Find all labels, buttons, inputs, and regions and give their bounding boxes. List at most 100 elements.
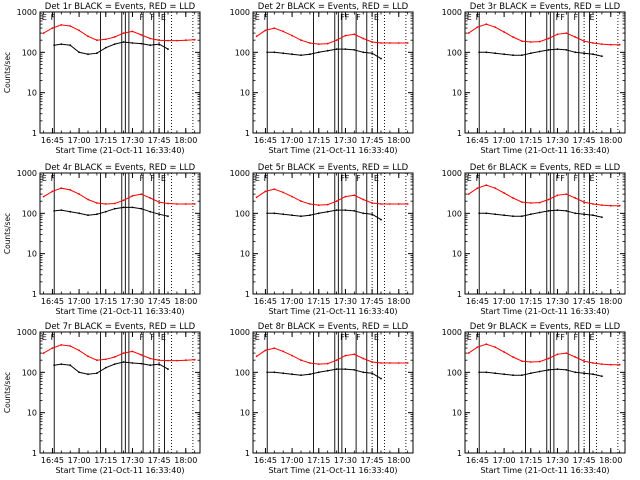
data-point-lld <box>122 32 125 34</box>
chart-panel-2: Det 2r BLACK = Events, RED = LLD 1 10 100 10… <box>230 2 414 155</box>
data-point-lld <box>131 30 134 33</box>
data-point-lld <box>104 358 107 361</box>
data-point-lld <box>389 42 391 44</box>
data-point-events <box>478 212 481 215</box>
x-tick-label: 18:00 <box>174 136 197 145</box>
data-point-events <box>353 210 356 212</box>
data-point-lld <box>476 346 479 349</box>
data-point-lld <box>149 357 152 360</box>
data-point-lld <box>167 39 169 42</box>
data-point-lld <box>583 40 585 42</box>
x-tick-label: 18:00 <box>387 136 410 145</box>
data-point-lld <box>96 39 98 42</box>
series-line-lld <box>468 23 620 46</box>
flag-letter: F <box>264 13 269 22</box>
data-point-events <box>529 372 532 375</box>
plot-frame <box>464 11 626 134</box>
data-point-lld <box>193 203 196 205</box>
data-point-events <box>167 215 169 218</box>
data-point-events <box>273 371 276 374</box>
data-point-events <box>167 48 169 50</box>
flag-letter: F <box>51 174 56 183</box>
chart-title: Det 5r BLACK = Events, RED = LLD <box>258 163 409 173</box>
y-tick-label: 100 <box>235 368 250 377</box>
data-point-events <box>291 53 293 56</box>
data-point-events <box>556 209 559 212</box>
data-point-events <box>601 55 603 58</box>
data-point-lld <box>362 198 365 201</box>
data-point-lld <box>122 352 125 354</box>
x-tick-label: 17:45 <box>573 297 596 306</box>
x-tick-label: 17:45 <box>148 297 171 306</box>
data-point-lld <box>592 42 594 44</box>
data-point-lld <box>371 41 373 43</box>
data-point-lld <box>592 362 594 364</box>
data-point-lld <box>158 39 161 42</box>
chart-title: Det 9r BLACK = Events, RED = LLD <box>470 322 621 332</box>
data-point-lld <box>309 203 311 205</box>
x-tick-label: 17:00 <box>281 136 304 145</box>
x-tick-label: 17:00 <box>281 456 304 465</box>
data-point-events <box>592 373 594 376</box>
data-point-lld <box>264 29 267 32</box>
data-point-lld <box>503 192 505 194</box>
flag-letter: E <box>42 13 47 22</box>
data-point-events <box>131 42 134 44</box>
data-point-lld <box>69 189 72 191</box>
series-line-lld <box>43 24 195 42</box>
data-point-lld <box>193 38 196 41</box>
chart-panel-1: Det 1r BLACK = Events, RED = LLD 1 10 100 10… <box>3 2 201 155</box>
x-tick-label: 17:30 <box>334 136 357 145</box>
data-point-events <box>592 53 594 56</box>
x-axis-label: Start Time (21-Oct-11 16:33:40) <box>268 146 397 155</box>
data-point-events <box>167 368 169 370</box>
y-tick-label: 100 <box>22 48 37 57</box>
series-line-lld <box>468 184 620 207</box>
data-point-lld <box>485 23 488 25</box>
data-point-lld <box>512 197 514 199</box>
data-point-lld <box>344 195 347 198</box>
data-point-lld <box>78 29 80 32</box>
y-tick-label: 1 <box>457 129 462 138</box>
data-point-lld <box>583 360 585 362</box>
data-point-events <box>78 371 80 374</box>
data-point-events <box>131 362 134 364</box>
series-line-lld <box>256 347 408 365</box>
data-point-lld <box>592 203 594 205</box>
data-point-events <box>326 210 329 213</box>
series-line-events <box>267 368 382 380</box>
data-point-events <box>574 212 577 215</box>
data-point-events <box>380 57 382 60</box>
flag-letter: F <box>51 333 56 342</box>
data-point-lld <box>317 204 320 207</box>
data-point-lld <box>362 357 365 360</box>
data-point-lld <box>104 38 107 41</box>
x-axis-label: Start Time (21-Oct-11 16:33:40) <box>55 466 184 475</box>
plot-frame <box>464 331 626 454</box>
data-point-lld <box>476 26 479 29</box>
y-tick-label: 100 <box>235 48 250 57</box>
data-point-events <box>547 210 550 212</box>
x-tick-label: 17:15 <box>94 456 117 465</box>
y-tick-label: 1000 <box>17 328 37 337</box>
data-point-lld <box>300 359 302 362</box>
data-point-events <box>140 42 143 45</box>
data-point-events <box>131 206 134 209</box>
x-axis-label: Start Time (21-Oct-11 16:33:40) <box>480 307 609 316</box>
data-point-events <box>344 209 347 212</box>
data-point-lld <box>538 40 541 43</box>
data-point-lld <box>547 198 550 201</box>
data-point-lld <box>255 196 258 199</box>
chart-panel-4: Det 4r BLACK = Events, RED = LLD 1 10 100 10… <box>3 163 201 316</box>
chart-title: Det 3r BLACK = Events, RED = LLD <box>470 2 621 12</box>
data-point-lld <box>317 363 320 365</box>
flag-letter: FF <box>556 174 566 183</box>
data-point-lld <box>60 344 63 346</box>
data-point-lld <box>282 30 285 33</box>
plot-frame <box>252 172 414 295</box>
data-point-lld <box>601 43 603 45</box>
data-point-events <box>335 209 338 212</box>
x-tick-label: 18:00 <box>599 297 622 306</box>
data-point-events <box>565 369 568 371</box>
flag-letter: F <box>150 13 155 22</box>
